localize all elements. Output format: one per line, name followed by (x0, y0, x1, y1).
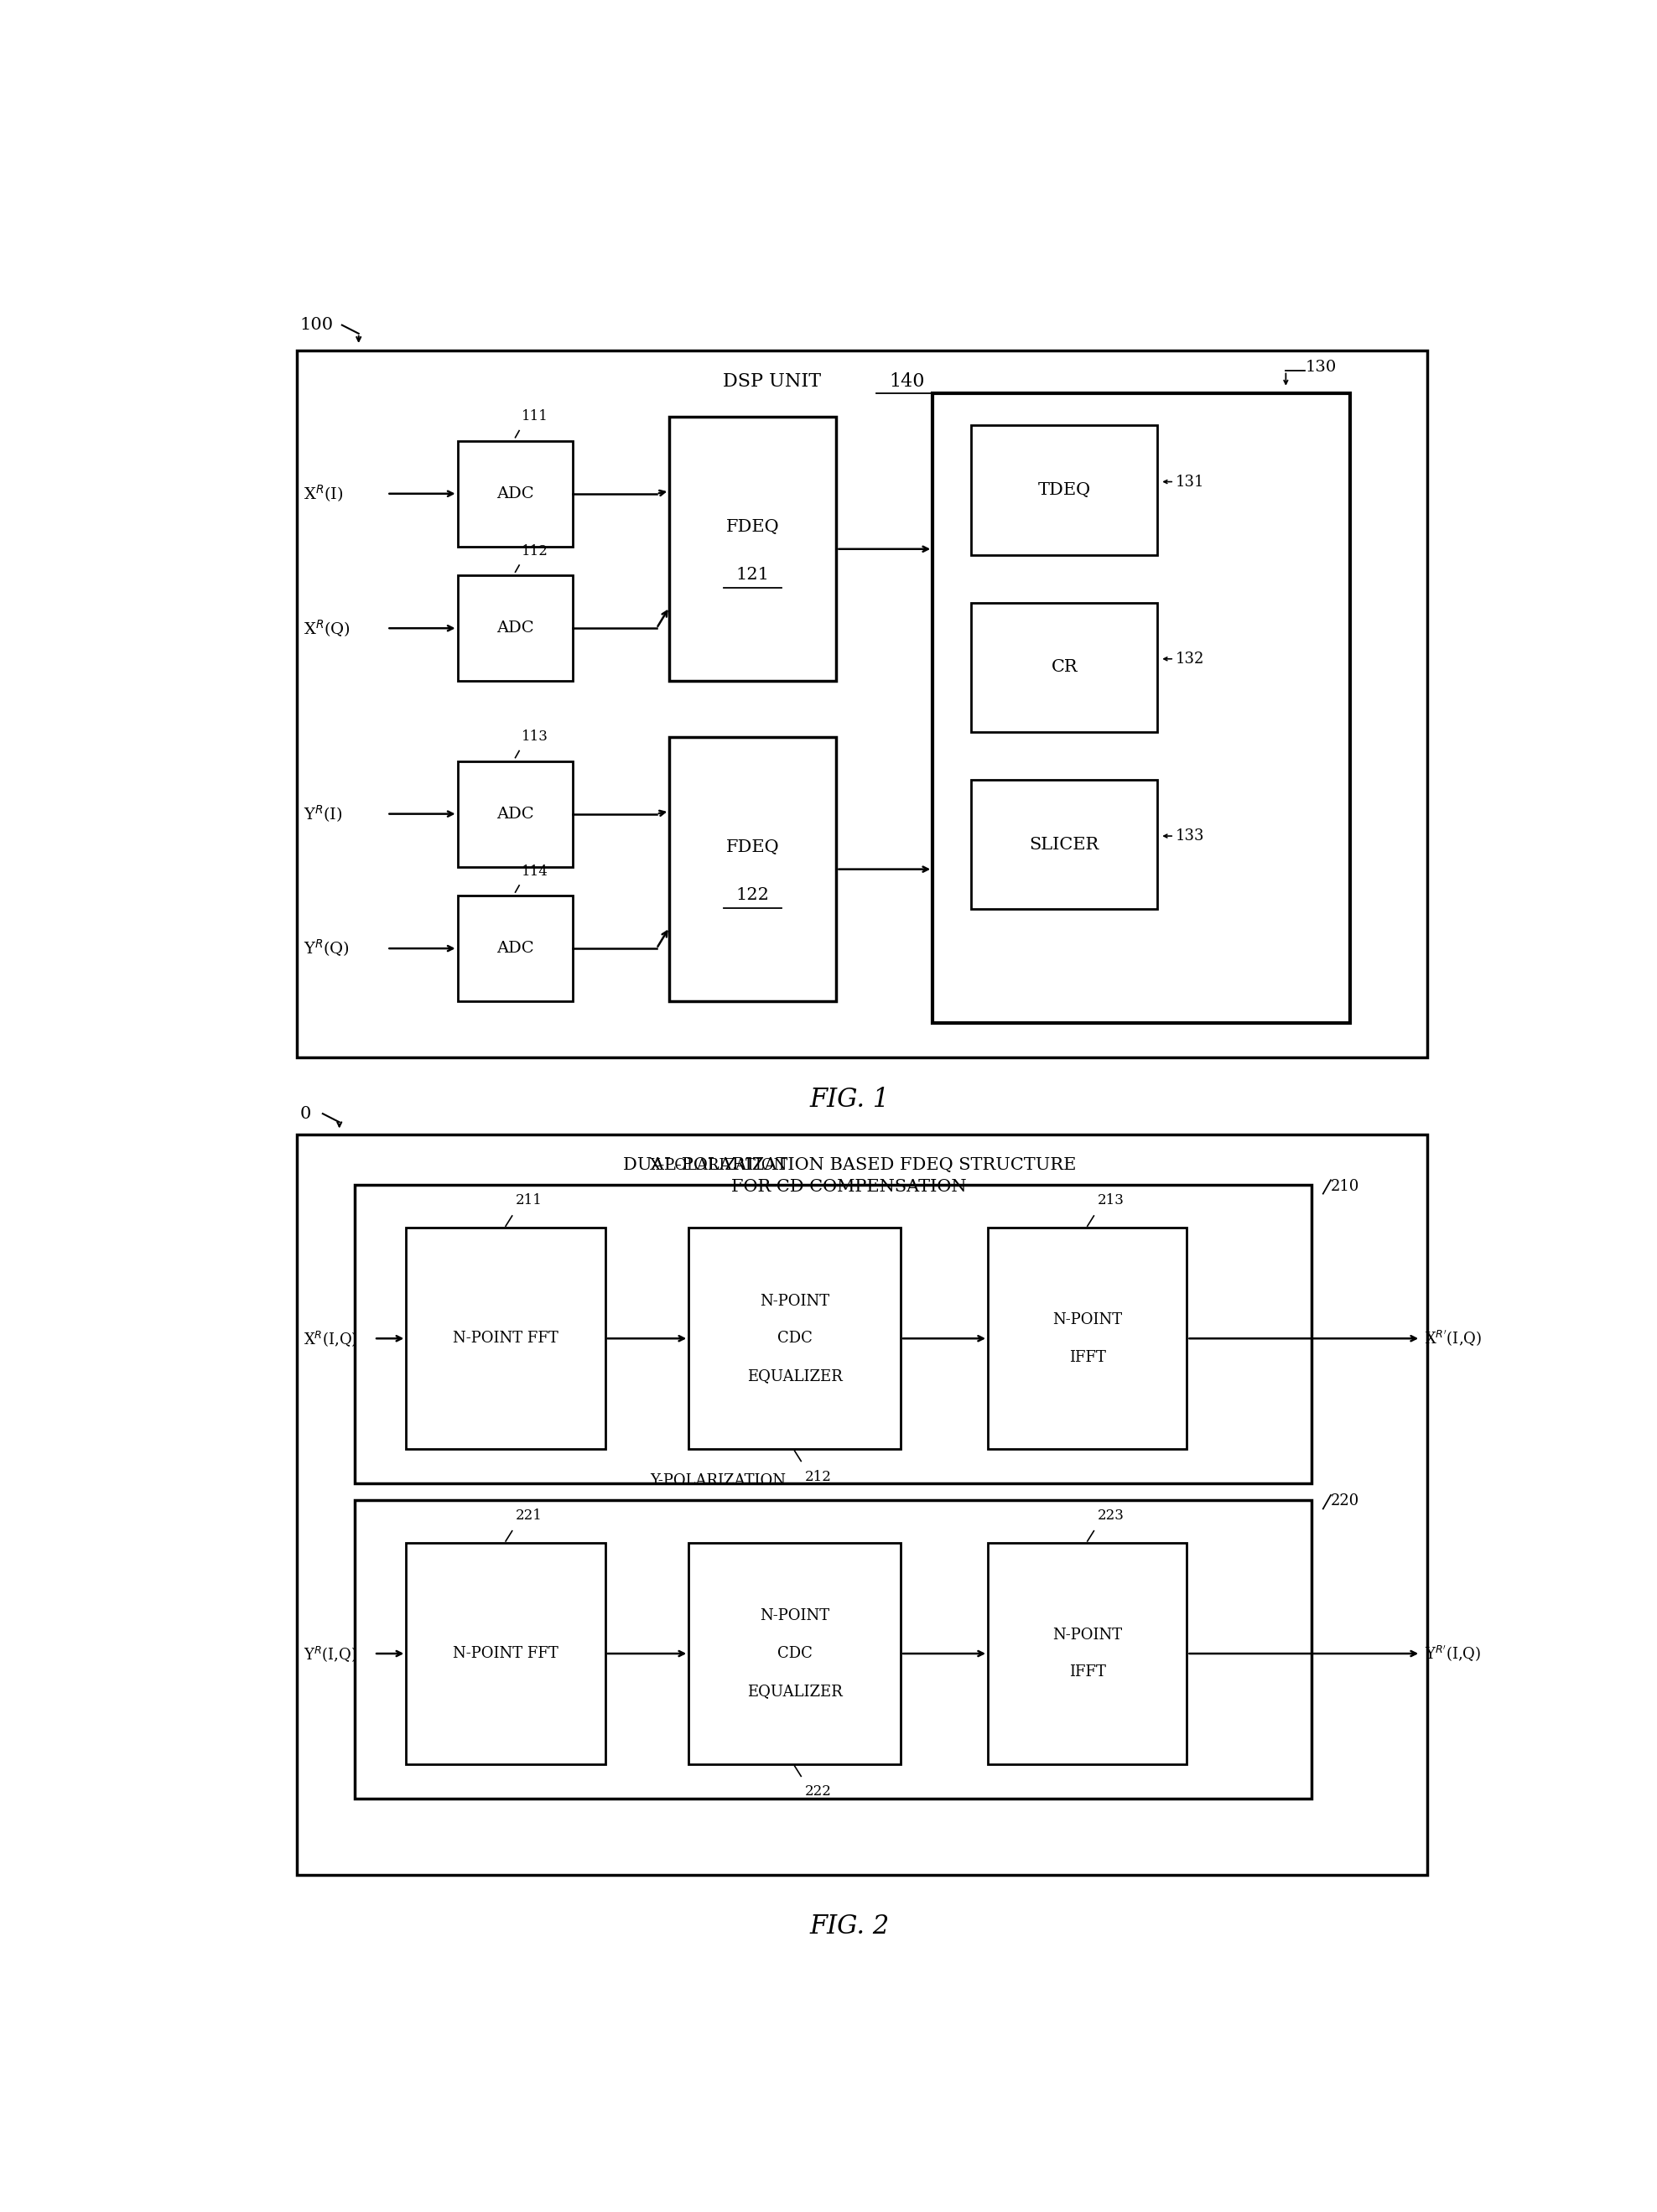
Text: N-POINT: N-POINT (761, 1294, 830, 1310)
Text: 132: 132 (1175, 650, 1205, 666)
Bar (457, 575, 573, 681)
Text: TDEQ: TDEQ (1037, 482, 1090, 498)
Bar (406, 1228, 605, 1449)
Text: X$^R$(Q): X$^R$(Q) (303, 617, 350, 639)
Text: CR: CR (1051, 659, 1077, 675)
Bar (971, 781, 1157, 909)
Text: 221: 221 (515, 1509, 543, 1522)
Text: FOR CD COMPENSATION: FOR CD COMPENSATION (731, 1179, 968, 1194)
Bar (355, 1186, 1312, 1484)
Text: 113: 113 (522, 730, 548, 743)
Bar (689, 1544, 901, 1765)
Text: 100: 100 (300, 316, 333, 334)
Bar (457, 440, 573, 546)
Text: X-POLARIZATION: X-POLARIZATION (650, 1159, 787, 1172)
Text: 222: 222 (805, 1785, 832, 1798)
Text: IFFT: IFFT (1069, 1666, 1105, 1679)
Bar (406, 1544, 605, 1765)
Text: CDC: CDC (777, 1646, 812, 1661)
Text: IFFT: IFFT (1069, 1349, 1105, 1365)
Bar (355, 1500, 1312, 1798)
Text: N-POINT FFT: N-POINT FFT (452, 1332, 558, 1347)
Text: Y-POLARIZATION: Y-POLARIZATION (651, 1473, 787, 1489)
Text: FDEQ: FDEQ (726, 520, 779, 535)
Text: ADC: ADC (497, 487, 534, 502)
Bar (457, 896, 573, 1002)
Text: SLICER: SLICER (1029, 836, 1099, 852)
Text: 122: 122 (736, 887, 769, 902)
Text: N-POINT: N-POINT (1052, 1312, 1122, 1327)
Text: 114: 114 (522, 865, 548, 878)
Text: 0: 0 (300, 1106, 312, 1121)
Text: 212: 212 (805, 1469, 832, 1484)
Text: DSP UNIT: DSP UNIT (722, 372, 822, 392)
Text: EQUALIZER: EQUALIZER (747, 1683, 842, 1699)
Text: 213: 213 (1097, 1192, 1125, 1208)
Bar (933, 394, 1350, 1024)
Bar (669, 418, 837, 681)
Text: 223: 223 (1097, 1509, 1125, 1522)
Text: Y$^R$(I,Q): Y$^R$(I,Q) (303, 1644, 356, 1663)
Text: 133: 133 (1175, 830, 1205, 843)
Text: ADC: ADC (497, 622, 534, 635)
Text: FIG. 2: FIG. 2 (809, 1913, 890, 1940)
Text: 111: 111 (522, 409, 548, 425)
Text: 130: 130 (1306, 361, 1336, 376)
Text: 140: 140 (890, 372, 925, 392)
Text: 121: 121 (736, 566, 769, 582)
Bar (988, 1544, 1186, 1765)
Bar (297, 1135, 1427, 1876)
Text: 220: 220 (1331, 1493, 1359, 1509)
Text: CDC: CDC (777, 1332, 812, 1347)
Bar (297, 349, 1427, 1057)
Bar (988, 1228, 1186, 1449)
Bar (971, 425, 1157, 555)
Text: ADC: ADC (497, 807, 534, 821)
Text: N-POINT: N-POINT (1052, 1628, 1122, 1641)
Bar (669, 737, 837, 1002)
Text: ADC: ADC (497, 940, 534, 956)
Text: Y$^R$(I): Y$^R$(I) (303, 803, 343, 825)
Text: X$^{R'}$(I,Q): X$^{R'}$(I,Q) (1425, 1329, 1481, 1349)
Text: 210: 210 (1331, 1179, 1360, 1194)
Text: X$^R$(I,Q): X$^R$(I,Q) (303, 1329, 358, 1347)
Text: Y$^{R'}$(I,Q): Y$^{R'}$(I,Q) (1425, 1644, 1481, 1663)
Text: 112: 112 (522, 544, 548, 557)
Text: 131: 131 (1175, 473, 1205, 489)
Text: DUAL-POLARIZATION BASED FDEQ STRUCTURE: DUAL-POLARIZATION BASED FDEQ STRUCTURE (623, 1157, 1075, 1172)
Text: X$^R$(I): X$^R$(I) (303, 482, 343, 504)
Bar (971, 602, 1157, 732)
Bar (457, 761, 573, 867)
Text: FDEQ: FDEQ (726, 838, 779, 856)
Text: 211: 211 (515, 1192, 543, 1208)
Text: N-POINT FFT: N-POINT FFT (452, 1646, 558, 1661)
Text: N-POINT: N-POINT (761, 1608, 830, 1624)
Text: EQUALIZER: EQUALIZER (747, 1369, 842, 1382)
Text: FIG. 1: FIG. 1 (809, 1086, 890, 1113)
Text: Y$^R$(Q): Y$^R$(Q) (303, 938, 350, 958)
Bar (689, 1228, 901, 1449)
